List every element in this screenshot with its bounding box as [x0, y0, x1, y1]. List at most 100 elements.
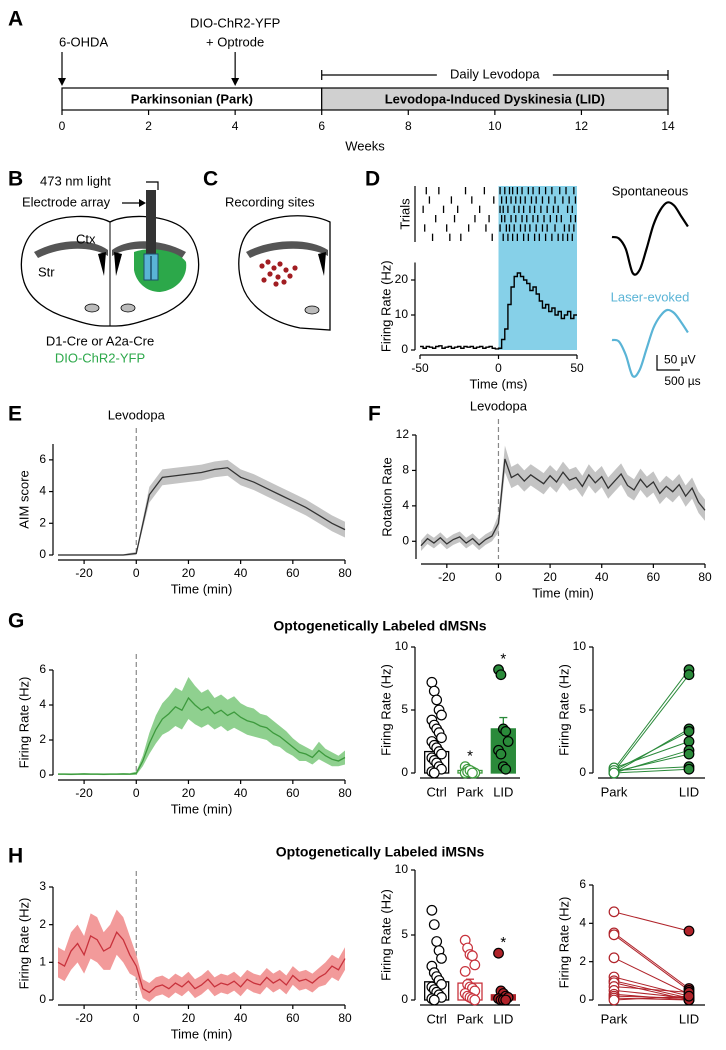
scale-label: 500 µs	[664, 374, 700, 388]
pair-line	[613, 995, 690, 1001]
x-tick-label: 80	[698, 570, 712, 584]
data-point	[495, 669, 507, 681]
data-point	[495, 748, 507, 760]
x-tick-label: Ctrl	[427, 784, 447, 799]
data-point	[500, 763, 512, 775]
psth-line	[420, 272, 577, 350]
x-tick-label: 0	[133, 786, 140, 800]
y-tick-label: 4	[39, 697, 46, 711]
diagram-label: DIO-ChR2-YFP	[55, 350, 145, 365]
data-point	[436, 732, 447, 744]
stim-window	[498, 186, 577, 350]
y-axis-label: Firing Rate (Hz)	[556, 664, 571, 756]
waveform	[611, 201, 689, 276]
diagram-label: Ctx	[76, 231, 96, 246]
significance: *	[500, 934, 506, 951]
pair-line	[613, 932, 690, 989]
y-tick-label: 0	[401, 992, 408, 1006]
x-tick-label: 60	[286, 1011, 300, 1025]
data-point	[467, 767, 478, 779]
y-tick-label: 10	[573, 639, 587, 653]
pair-line	[613, 768, 690, 774]
y-tick-label: 0	[39, 992, 46, 1006]
diagram-label: Electrode array	[22, 194, 111, 209]
scale-label: 50 µV	[664, 353, 696, 367]
x-tick-label: 80	[338, 566, 352, 580]
x-tick-label: Park	[601, 784, 628, 799]
event-label: + Optrode	[206, 34, 264, 49]
y-tick-label: 6	[39, 662, 46, 676]
panel-letter: E	[8, 403, 22, 426]
y-tick-label: 10	[395, 307, 409, 321]
data-point	[426, 904, 438, 916]
pair-line	[613, 741, 690, 769]
mean-line	[58, 467, 346, 556]
data-point	[683, 748, 695, 760]
y-tick-label: 5	[579, 702, 586, 716]
x-axis-label: Time (min)	[532, 585, 594, 600]
data-point	[608, 952, 620, 964]
x-tick-label: 2	[145, 119, 152, 133]
y-axis-label: Rotation Rate	[379, 457, 394, 537]
data-point	[683, 669, 695, 681]
data-point	[683, 726, 695, 737]
y-tick-label: 6	[39, 452, 46, 466]
y-axis-label: Firing Rate (Hz)	[16, 898, 31, 990]
raster-label: Trials	[397, 198, 412, 230]
panel-letter: G	[8, 610, 24, 633]
y-tick-label: 0	[401, 765, 408, 779]
significance: *	[467, 748, 473, 765]
pair-line	[613, 669, 690, 770]
mean-line	[58, 696, 346, 775]
panel-letter: F	[368, 403, 381, 426]
y-tick-label: 0	[39, 767, 46, 781]
y-tick-label: 2	[579, 954, 586, 968]
x-tick-label: 0	[133, 566, 140, 580]
x-axis-label: Time (min)	[171, 1026, 233, 1041]
x-tick-label: 40	[234, 1011, 248, 1025]
y-tick-label: 2	[39, 515, 46, 529]
x-tick-label: 4	[232, 119, 239, 133]
span-label-bg	[436, 66, 553, 84]
diagram-label: 473 nm light	[40, 173, 111, 188]
sem-band	[58, 909, 345, 1002]
sem-band	[421, 445, 705, 552]
pair-line	[613, 911, 690, 932]
mean-line	[57, 930, 346, 994]
diagram-label: Str	[38, 264, 55, 279]
y-tick-label: 2	[39, 917, 46, 931]
x-tick-label: Park	[457, 1011, 484, 1026]
x-tick-label: -20	[75, 1011, 93, 1025]
phase-label: Parkinsonian (Park)	[131, 91, 253, 106]
waveform-label: Laser-evoked	[611, 289, 690, 304]
data-point	[502, 736, 514, 747]
x-tick-label: 40	[234, 566, 248, 580]
data-point	[436, 953, 447, 964]
data-point	[683, 736, 695, 747]
x-tick-label: 8	[405, 119, 412, 133]
pair-line	[613, 766, 690, 771]
diagram-label: D1-Cre or A2a-Cre	[46, 333, 154, 348]
y-axis-label: Firing Rate (Hz)	[556, 897, 571, 989]
x-tick-label: 10	[488, 119, 502, 133]
y-tick-label: 0	[401, 342, 408, 356]
data-point	[428, 767, 440, 779]
y-axis-label: AIM score	[16, 470, 31, 529]
significance: *	[500, 651, 506, 668]
data-point	[431, 936, 443, 947]
data-point	[469, 994, 481, 1006]
x-tick-label: 40	[234, 786, 248, 800]
x-tick-label: 20	[182, 1011, 196, 1025]
y-tick-label: 5	[401, 702, 408, 716]
x-tick-label: 20	[543, 570, 557, 584]
x-tick-label: 6	[318, 119, 325, 133]
panel-letter: A	[8, 8, 23, 31]
data-point	[683, 763, 695, 775]
pair-line	[613, 976, 690, 997]
x-tick-label: LID	[493, 784, 513, 799]
data-point	[493, 947, 504, 959]
event-label: 6-OHDA	[59, 34, 108, 49]
x-tick-label: LID	[679, 784, 699, 799]
data-point	[608, 929, 620, 941]
x-tick-label: -20	[75, 566, 93, 580]
